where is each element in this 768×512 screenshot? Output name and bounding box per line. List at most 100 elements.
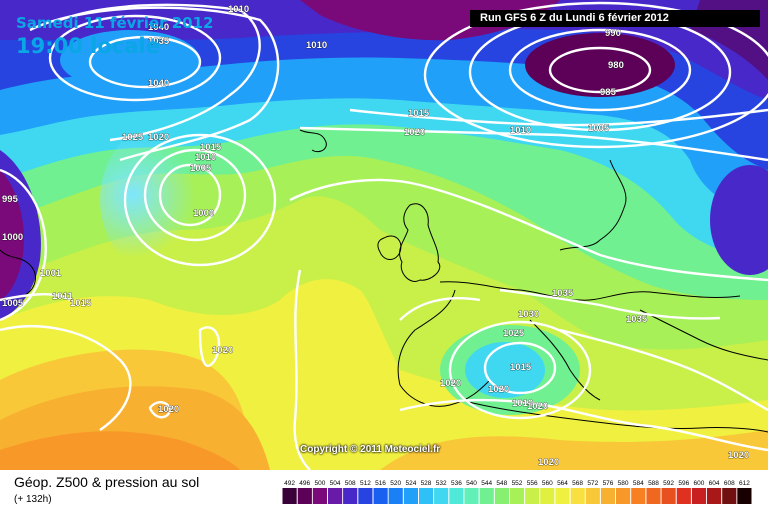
- legend-label: 556: [527, 480, 538, 487]
- legend-swatch: [525, 488, 540, 504]
- legend-swatch: [707, 488, 722, 504]
- legend-label: 496: [299, 480, 310, 487]
- isobar-label: 1005: [588, 123, 610, 134]
- legend-swatch: [297, 488, 312, 504]
- isobar-label: 1000: [2, 232, 23, 243]
- forecast-hour: (+ 132h): [14, 494, 52, 505]
- isobar-label: 1015: [70, 298, 92, 309]
- legend-label: 588: [648, 480, 659, 487]
- legend-label: 568: [572, 480, 583, 487]
- legend-swatch: [509, 488, 525, 504]
- legend-swatch: [464, 488, 479, 504]
- legend-swatch: [494, 488, 509, 504]
- isobar-label: 1040: [148, 78, 169, 89]
- legend-label: 516: [375, 480, 386, 487]
- isobar-label: 1005: [2, 298, 24, 309]
- isobar-label: 1020: [488, 384, 509, 395]
- legend-label: 604: [709, 480, 720, 487]
- legend-swatch: [373, 488, 388, 504]
- legend-label: 536: [451, 480, 462, 487]
- z500-low-core: [525, 33, 675, 97]
- legend-swatch: [388, 488, 403, 504]
- isobar-label: 985: [600, 87, 617, 98]
- legend-swatch: [585, 488, 600, 504]
- isobar-label: 1030: [518, 309, 539, 320]
- legend-label: 532: [436, 480, 447, 487]
- isobar-label: 1010: [510, 125, 531, 136]
- legend-label: 600: [693, 480, 704, 487]
- isobar-label: 1035: [626, 314, 648, 325]
- legend-swatch: [570, 488, 585, 504]
- forecast-local-time: 19:00 locale: [16, 34, 160, 58]
- isobar-label: 1010: [195, 152, 216, 163]
- isobar-label: 1020: [158, 404, 179, 415]
- legend-swatch: [358, 488, 373, 504]
- legend-label: 492: [284, 480, 295, 487]
- isobar-label: 990: [605, 28, 621, 39]
- isobar-label: 1035: [148, 36, 170, 47]
- isobar-label: 1040: [148, 22, 169, 33]
- legend-label: 508: [345, 480, 356, 487]
- legend-label: 500: [314, 480, 325, 487]
- variable-title: Géop. Z500 & pression au sol: [14, 474, 200, 490]
- legend-swatch: [691, 488, 707, 504]
- isobar-label: 1000: [193, 208, 214, 219]
- isobar-label: 1020: [527, 401, 548, 412]
- isobar-label: 1020: [440, 378, 461, 389]
- legend-swatch: [434, 488, 449, 504]
- isobar-label: 1020: [404, 127, 425, 138]
- legend-label: 584: [633, 480, 644, 487]
- isobar-label: 1035: [552, 288, 574, 299]
- isobar-label: 1005: [190, 163, 212, 174]
- legend-swatch: [661, 488, 676, 504]
- isobar-label: 1020: [212, 345, 233, 356]
- forecast-date: Samedi 11 février 2012: [16, 14, 214, 32]
- isobar-label: 1001: [40, 268, 62, 279]
- legend-swatch: [676, 488, 691, 504]
- isobar-label: 1010: [228, 4, 249, 15]
- isobar-label: 995: [2, 194, 19, 205]
- legend-swatch: [449, 488, 464, 504]
- legend-label: 544: [481, 480, 492, 487]
- legend-swatch: [600, 488, 616, 504]
- legend-label: 612: [739, 480, 750, 487]
- legend-label: 580: [618, 480, 629, 487]
- legend-label: 576: [603, 480, 614, 487]
- isobar-label: 1011: [52, 291, 73, 302]
- legend-swatch: [419, 488, 434, 504]
- legend-label: 564: [557, 480, 568, 487]
- run-info-banner: Run GFS 6 Z du Lundi 6 février 2012: [470, 10, 760, 27]
- legend-label: 552: [512, 480, 523, 487]
- z500-atlantic-high: [60, 30, 200, 90]
- z500-sw-warm: [0, 431, 240, 470]
- legend-swatch: [479, 488, 494, 504]
- isobar-label: 1015: [408, 108, 430, 119]
- legend-label: 540: [466, 480, 477, 487]
- isobar-label: 980: [608, 60, 624, 71]
- legend-swatch: [312, 488, 327, 504]
- isobar-labels: 1040 1035 1010 1010 1040 1025 1020 1015 …: [2, 4, 750, 469]
- legend-swatch: [722, 488, 737, 504]
- legend-label: 592: [663, 480, 674, 487]
- isobar-label: 1015: [510, 362, 532, 373]
- legend-label: 596: [678, 480, 689, 487]
- isobar-label: 1010: [306, 40, 327, 51]
- legend-swatch: [328, 488, 343, 504]
- isobar-label: 1020: [728, 450, 749, 461]
- isobar-label: 1015: [200, 142, 222, 153]
- legend-label: 504: [330, 480, 341, 487]
- legend-label: 560: [542, 480, 553, 487]
- isobar-label: 1020: [148, 132, 169, 143]
- legend-swatch: [343, 488, 358, 504]
- legend-label: 524: [405, 480, 416, 487]
- z500-band-left-core: [0, 170, 24, 300]
- legend-label: 548: [496, 480, 507, 487]
- weather-map: 1040 1035 1010 1010 1040 1025 1020 1015 …: [0, 0, 768, 470]
- z500-east-trough: [710, 165, 768, 275]
- legend-label: 572: [587, 480, 598, 487]
- copyright-notice: Copyright © 2011 Meteociel.fr: [300, 444, 441, 455]
- legend-swatch: [646, 488, 661, 504]
- legend-swatch: [631, 488, 646, 504]
- legend-swatch: [616, 488, 631, 504]
